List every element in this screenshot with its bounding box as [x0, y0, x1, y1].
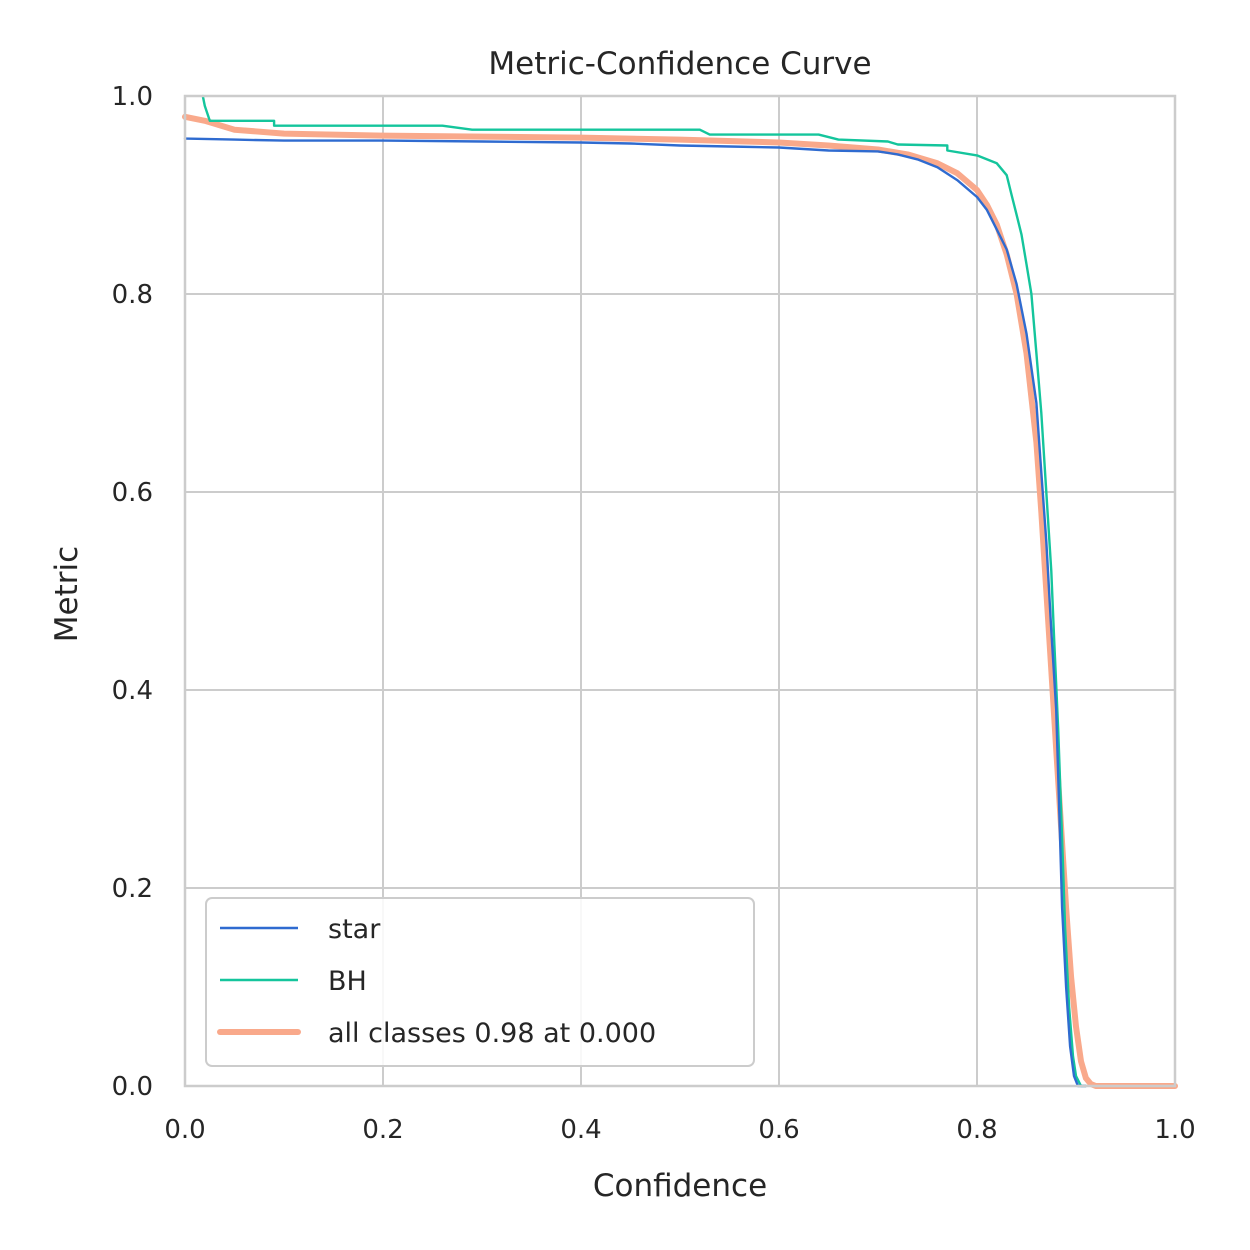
y-axis-title: Metric — [49, 546, 85, 642]
y-tick-label: 1.0 — [112, 82, 153, 112]
y-tick-label: 0.0 — [112, 1072, 153, 1102]
y-tick-label: 0.2 — [112, 874, 153, 904]
series-line-0 — [183, 137, 1088, 1088]
legend-label: star — [328, 914, 381, 945]
x-axis-title: Confidence — [593, 1168, 767, 1204]
series-lines — [182, 94, 1178, 1089]
x-tick-label: 0.0 — [164, 1115, 205, 1145]
plot-frame — [183, 94, 1177, 1088]
y-tick-label: 0.6 — [112, 478, 153, 508]
legend-label: all classes 0.98 at 0.000 — [328, 1018, 656, 1049]
grid — [185, 96, 1175, 1086]
x-tick-label: 0.4 — [560, 1115, 601, 1145]
series-line-1 — [201, 94, 1088, 1088]
legend: star BH all classes 0.98 at 0.000 — [205, 897, 755, 1067]
chart-title: Metric-Confidence Curve — [488, 46, 871, 82]
legend-label: BH — [328, 966, 367, 997]
x-tick-label: 0.8 — [956, 1115, 997, 1145]
x-tick-label: 0.2 — [362, 1115, 403, 1145]
y-tick-label: 0.8 — [112, 280, 153, 310]
legend-box — [205, 897, 755, 1067]
y-tick-label: 0.4 — [112, 676, 153, 706]
x-tick-label: 1.0 — [1154, 1115, 1195, 1145]
x-tick-label: 0.6 — [758, 1115, 799, 1145]
tick-labels: 0.0 0.2 0.4 0.6 0.8 1.0 0.0 0.2 0.4 0.6 0.8 1.0 — [112, 82, 1196, 1145]
